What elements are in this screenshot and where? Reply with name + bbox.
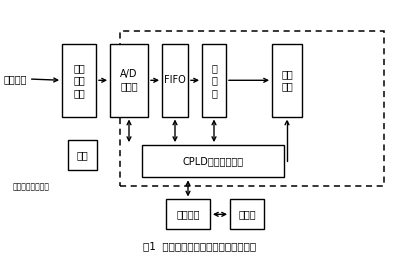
Bar [230,199,264,229]
Bar [166,199,210,229]
Bar [120,31,384,186]
Text: FIFO: FIFO [164,75,186,85]
Text: CPLD控制电路模块: CPLD控制电路模块 [182,156,244,166]
Text: 图1  多次重触发存储测试系统原理框图: 图1 多次重触发存储测试系统原理框图 [144,241,256,251]
Bar [202,44,226,117]
Bar [162,44,188,117]
Text: 模拟
调理
电路: 模拟 调理 电路 [73,63,85,98]
Bar [62,44,96,117]
Text: 模拟信号: 模拟信号 [4,74,28,84]
Text: 高度强调冲击壳体: 高度强调冲击壳体 [13,183,50,192]
Bar [272,44,302,117]
Bar [142,145,284,177]
Text: 存
储
器: 存 储 器 [211,63,217,98]
Text: 通信接口: 通信接口 [176,209,200,219]
Text: A/D
转换器: A/D 转换器 [120,69,138,91]
Bar [110,44,148,117]
Text: 电池: 电池 [76,150,88,160]
Bar [68,140,97,170]
Text: 计算机: 计算机 [238,209,256,219]
Text: 电源
控制: 电源 控制 [281,69,293,91]
